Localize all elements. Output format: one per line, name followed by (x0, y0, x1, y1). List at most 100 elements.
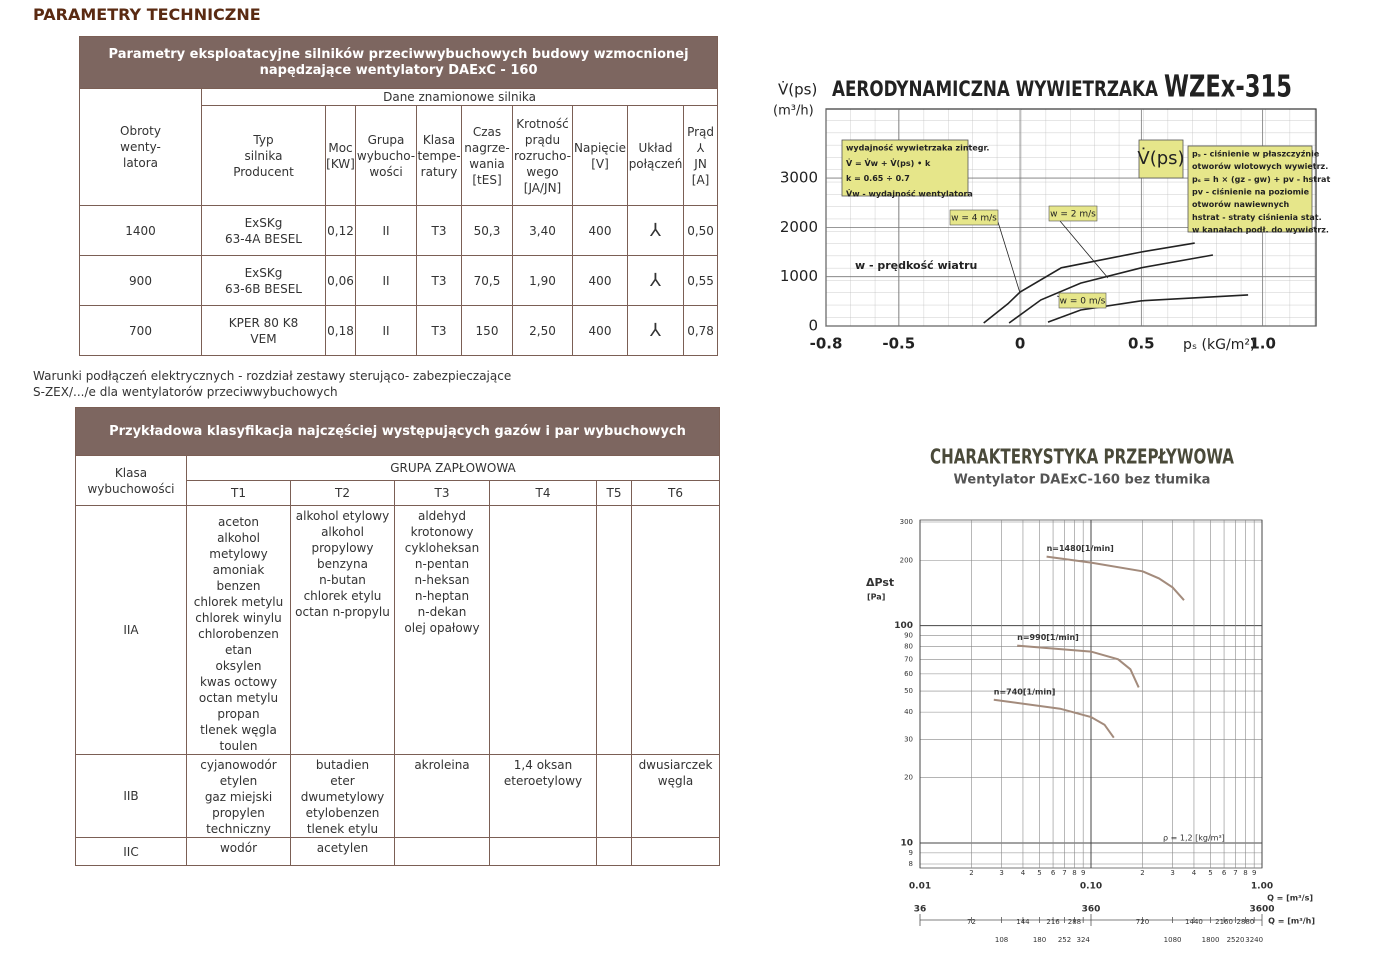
header-cell: Grupa wybucho- wości (355, 105, 417, 206)
cell: 0,50 (682, 205, 719, 256)
curve (1046, 555, 1185, 601)
x-tick-label: 3 (999, 869, 1003, 877)
row: IIB cyjanowodór etylen gaz miejski propyl… (75, 754, 721, 838)
row: 900 ExSKg 63-6B BESEL 0,06 II T3 70,5 1,90 400 ⅄… (79, 255, 719, 306)
header-cell: T5 (596, 480, 632, 506)
x-tick-label: 0.5 (1128, 335, 1155, 353)
cell: cyjanowodór etylen gaz miejski propylen … (186, 754, 291, 838)
x2-tick-label: 216 (1046, 918, 1060, 926)
cell: ⅄ (627, 205, 684, 256)
row: 1400 ExSKg 63-4A BESEL 0,12 II T3 50,3 3,40 400… (79, 205, 719, 256)
series-label: w = 4 m/s (951, 214, 997, 224)
cell: 0,55 (682, 255, 719, 306)
y-tick-label: 30 (904, 735, 913, 743)
x2-tick-label: 36 (914, 905, 927, 915)
info-line: wydajność wywietrzaka zintegr. (846, 143, 989, 153)
curve (983, 242, 1195, 324)
x-label: Q = [m³/s] (1267, 894, 1313, 903)
cell: II (355, 305, 417, 356)
x-tick-label: 9 (1081, 869, 1085, 877)
header-cell: Prąd ⅄ JN [A] (682, 105, 719, 206)
info-line: V̇w - wydajność wentylatora (846, 188, 973, 198)
x2-tick-label: 288 (1068, 918, 1081, 926)
x-tick-label: 3 (1170, 869, 1174, 877)
curve (1047, 294, 1249, 323)
chart-title: CHARAKTERYSTYKA PRZEPŁYWOWA (930, 445, 1234, 469)
y-unit: (m³/h) (773, 104, 814, 119)
x-tick-label: 2 (969, 869, 973, 877)
y-tick-label: 3000 (780, 169, 818, 187)
y-tick-label: 20 (904, 774, 913, 782)
series-label: n=990[1/min] (1017, 633, 1079, 642)
cell: 0,06 (325, 255, 356, 306)
y-tick-label: 0 (808, 317, 818, 335)
x-tick-label: 1.00 (1251, 882, 1273, 892)
note-line: Warunki podłączeń elektrycznych - rozdzi… (33, 369, 512, 383)
class-cell: IIA (75, 505, 187, 755)
x-tick-label: 7 (1062, 869, 1066, 877)
info-box (1138, 139, 1184, 179)
x-tick-label: 4 (1192, 869, 1197, 877)
x2-tick-label: 3240 (1245, 936, 1263, 944)
gas-table: Przykładowa klasyfikacja najczęściej wys… (74, 407, 721, 866)
cell: 1400 (79, 205, 202, 256)
label-box (1048, 205, 1098, 222)
x2-label: Q = [m³/h] (1268, 917, 1315, 926)
curve (993, 698, 1115, 739)
info-line: V̇ = V̇w + V̇(ps) • k (846, 157, 931, 167)
x2-tick-label: 72 (967, 918, 976, 926)
x2-tick-label: 1080 (1164, 936, 1182, 944)
title-line: napędzające wentylatory DAExC - 160 (259, 62, 538, 78)
series-label: n=740[1/min] (994, 687, 1056, 696)
row: T1 T2 T3 T4 T5 T6 (76, 480, 721, 506)
y-tick-label: 9 (909, 849, 913, 857)
chart-title: AERODYNAMICZNA WYWIETRZAKA (832, 77, 1159, 101)
x-label: pₛ (kG/m²) (1183, 337, 1255, 353)
row: 700 KPER 80 K8 VEM 0,18 II T3 150 2,50 400 ⅄ 0,78 (79, 305, 719, 356)
header-cell: Czas nagrze- wania [tES] (461, 105, 513, 206)
info-line: w kanałach podł. do wywietrz. (1192, 226, 1329, 235)
x2-tick-label: 360 (1082, 905, 1101, 915)
x-tick-label: -0.8 (810, 335, 843, 353)
y-tick-label: 10 (900, 838, 913, 848)
series-label: n=1480[1/min] (1047, 544, 1114, 553)
y-tick-label: 200 (900, 556, 913, 564)
y-tick-label: 8 (909, 860, 913, 868)
leader (1059, 220, 1109, 279)
table-title: Parametry eksploatacyjne silników przeci… (78, 36, 719, 89)
x-tick-label: 9 (1252, 869, 1256, 877)
cell: 3,40 (512, 205, 573, 256)
cell: wodór (186, 837, 291, 866)
x-tick-label: 6 (1222, 869, 1227, 877)
cell: 400 (572, 205, 628, 256)
y-label: V̇(ps) (778, 80, 817, 99)
note: Warunki podłączeń elektrycznych - rozdzi… (33, 368, 511, 400)
y-tick-label: 80 (904, 643, 913, 651)
cell: butadien eter dwumetylowy etylobenzen tl… (290, 754, 395, 838)
row: Typ silnika Producent Moc [KW] Grupa wybuc… (80, 105, 719, 206)
motor-table: Parametry eksploatacyjne silników przeci… (78, 36, 719, 356)
x-tick-label: 7 (1233, 869, 1237, 877)
group-header: Dane znamionowe silnika (200, 88, 719, 106)
x-tick-label: 0 (1015, 335, 1025, 353)
label-box (1058, 292, 1107, 309)
row: Obroty wenty- latora Dane znamionowe siln… (79, 88, 719, 206)
info-line: otworów wlotowych wywietrz. (1192, 161, 1328, 171)
cell: 50,3 (461, 205, 513, 256)
cell (596, 837, 632, 866)
table-title: Przykładowa klasyfikacja najczęściej wys… (74, 407, 721, 456)
annotation: ρ = 1,2 [kg/m³] (1163, 834, 1225, 843)
cell: 1,4 oksan eteroetylowy (489, 754, 597, 838)
x2-tick-label: 720 (1136, 918, 1149, 926)
title-line: Parametry eksploatacyjne silników przeci… (108, 46, 689, 62)
header-cell: Klasa wybuchowości (75, 455, 187, 506)
cell (489, 505, 597, 755)
x-tick-label: 5 (1208, 869, 1212, 877)
y-tick-label: 70 (904, 655, 913, 663)
y-tick-label: 2000 (780, 218, 818, 236)
cell: 0,18 (325, 305, 356, 356)
x-tick-label: 1.0 (1249, 335, 1276, 353)
x-tick-label: 6 (1051, 869, 1056, 877)
x2-tick-label: 2520 (1227, 936, 1245, 944)
